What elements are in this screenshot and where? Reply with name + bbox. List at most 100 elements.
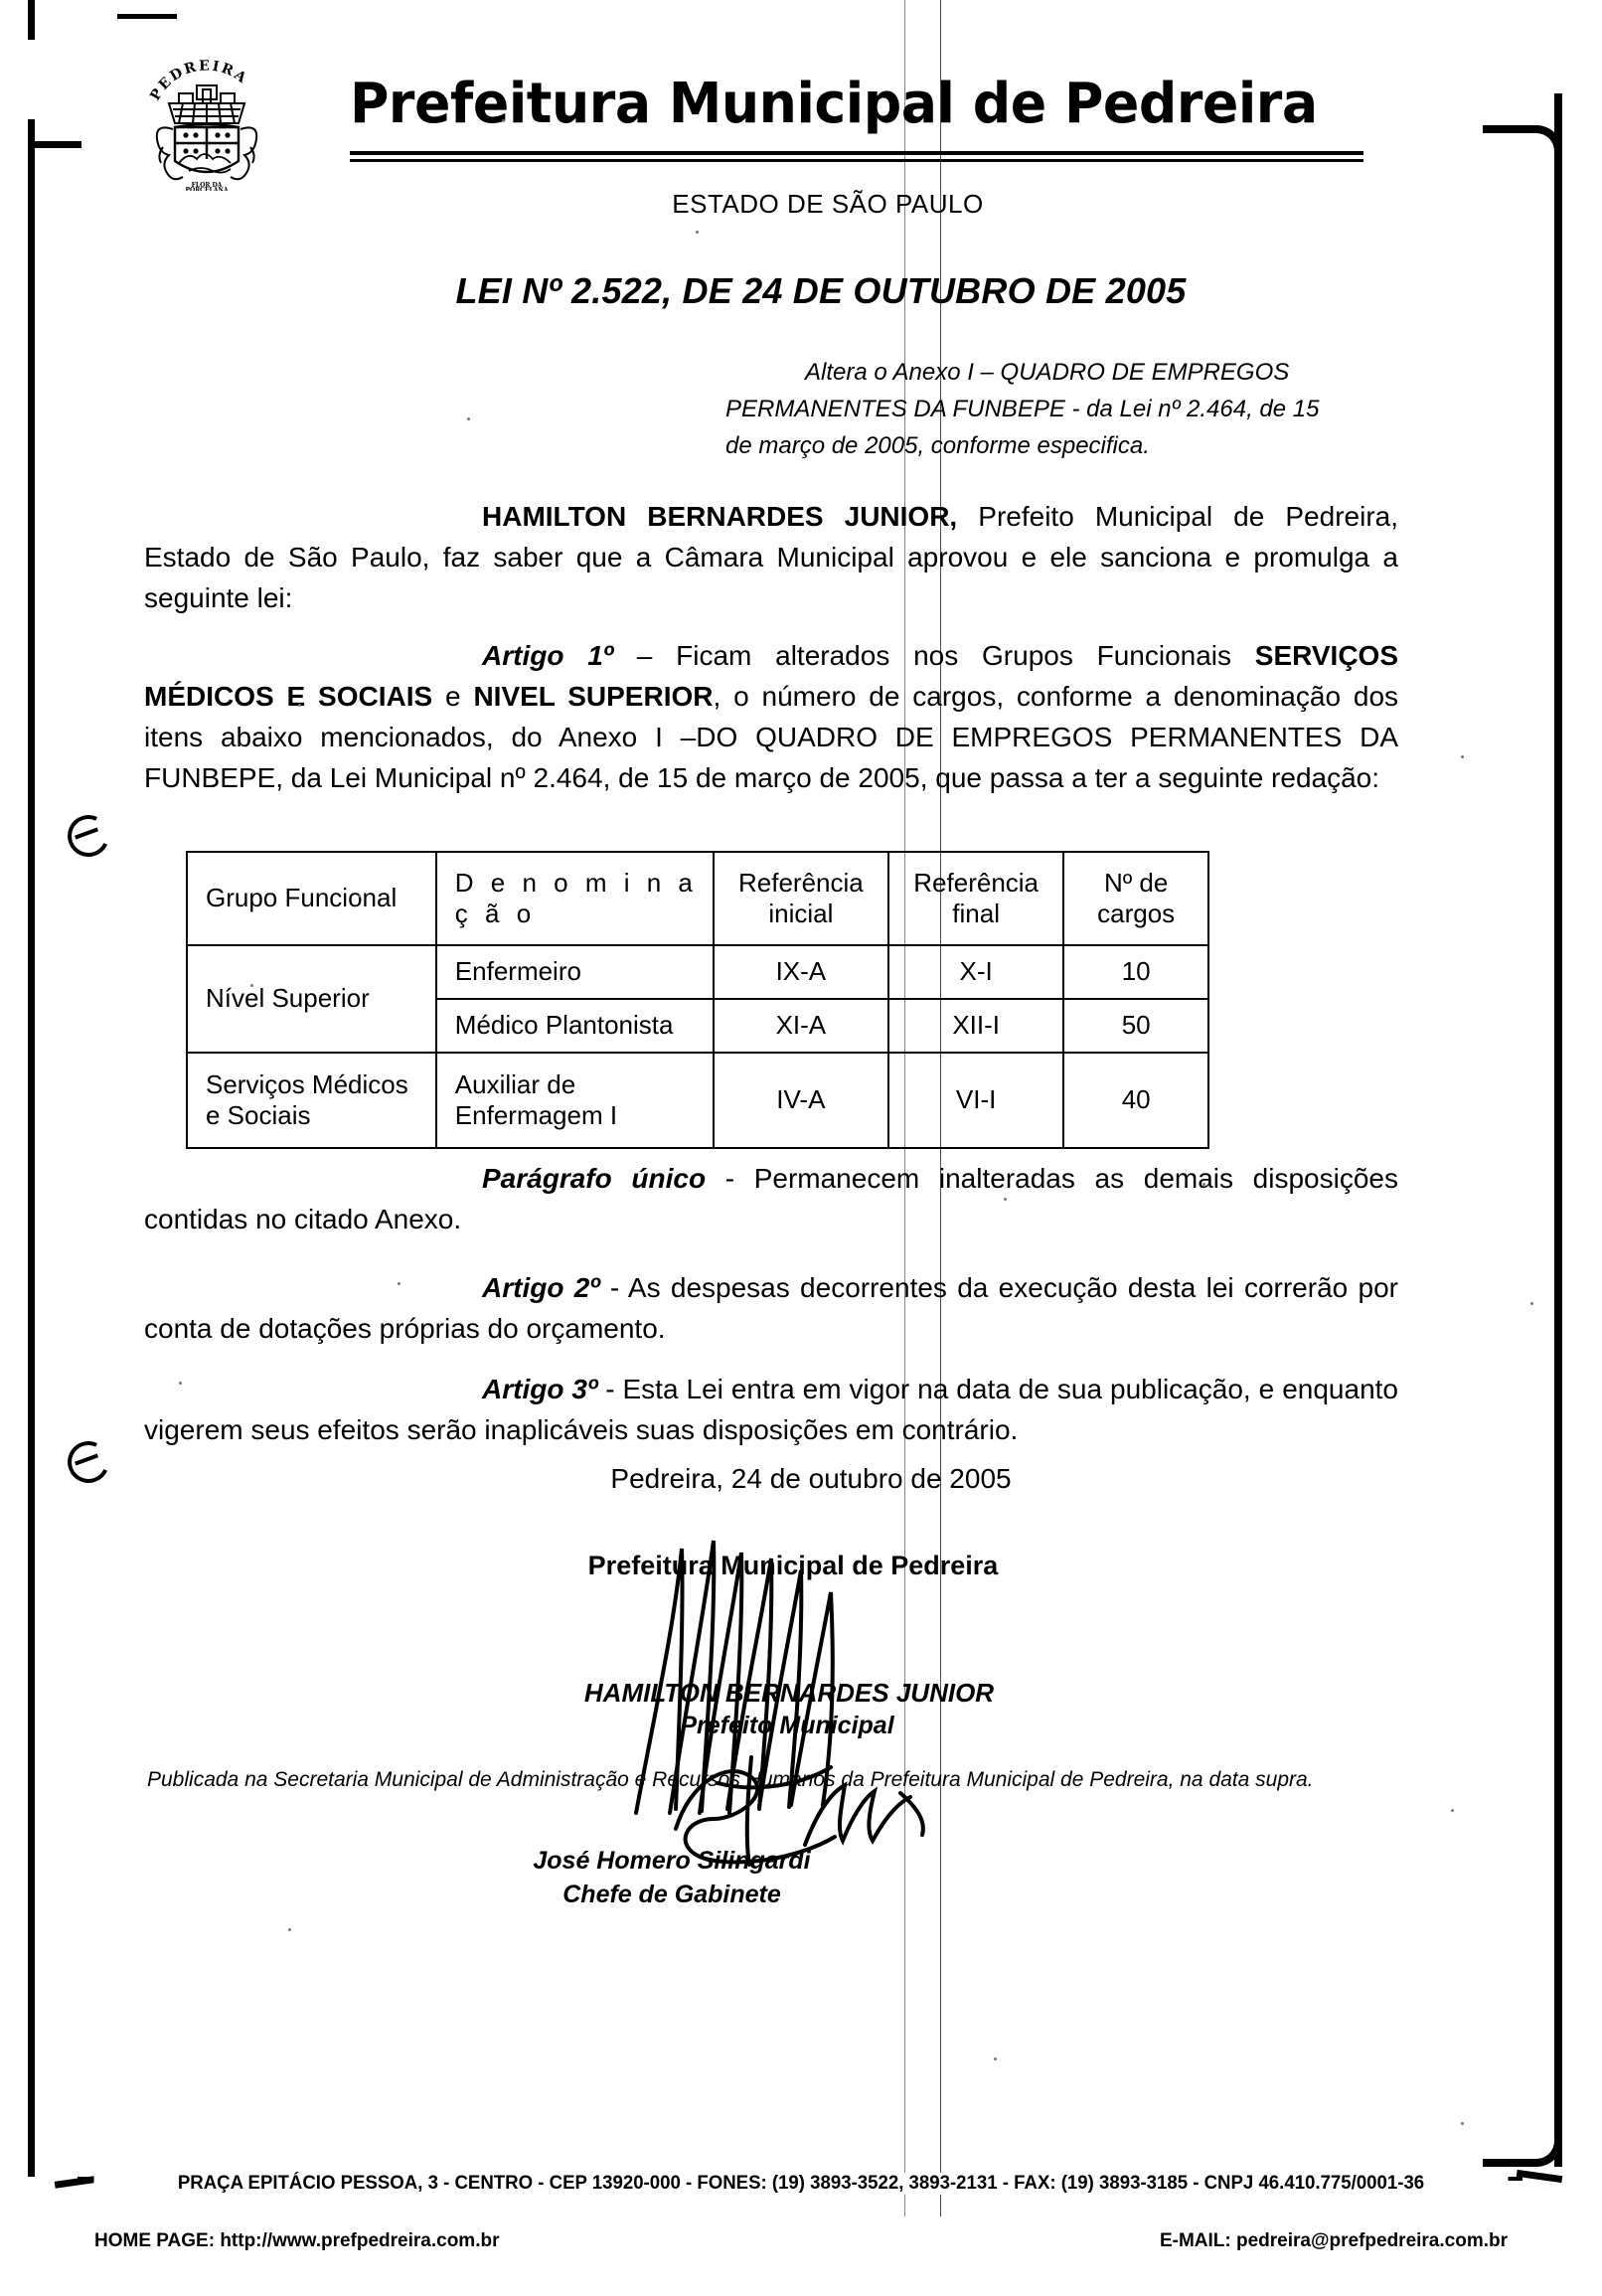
cell-ref-final-auxiliar: VI-I	[887, 1052, 1065, 1149]
article-2-paragraph: Artigo 2º - As despesas decorrentes da e…	[144, 1268, 1398, 1350]
cell-denominacao-enfermeiro: Enfermeiro	[434, 944, 715, 1000]
scan-speck	[1461, 755, 1464, 758]
table-header-row: Grupo Funcional D e n o m i n a ç ã o Re…	[186, 851, 1209, 946]
cell-grupo-nivel-superior: Nível Superior	[186, 944, 437, 1054]
table-row: Médico Plantonista XI-A XII-I 50	[187, 998, 1209, 1054]
scan-speck	[1004, 1198, 1007, 1201]
frame-left-top	[28, 0, 35, 40]
ementa-line-2: PERMANENTES DA FUNBEPE - da Lei nº 2.464…	[725, 396, 1320, 423]
cell-ref-inicial-enfermeiro: IX-A	[712, 944, 890, 1000]
cell-ref-final-enfermeiro: X-I	[887, 944, 1065, 1000]
scan-speck	[1451, 1809, 1454, 1812]
article-1-paragraph: Artigo 1º – Ficam alterados nos Grupos F…	[144, 636, 1398, 799]
article-1-segment-3: , o número de cargos, conforme a denomin…	[144, 680, 1399, 793]
cell-ref-inicial-medico-plantonista: XI-A	[712, 998, 890, 1054]
page-title: Prefeitura Municipal de Pedreira	[350, 72, 1318, 136]
ementa-line-1: Altera o Anexo I – QUADRO DE EMPREGOS	[805, 359, 1290, 386]
th-grupo-funcional: Grupo Funcional	[186, 851, 437, 946]
scan-speck	[1202, 1183, 1205, 1186]
preamble-mayor-name: HAMILTON BERNARDES JUNIOR,	[482, 501, 958, 532]
ementa-block: Altera o Anexo I – QUADRO DE EMPREGOS PE…	[725, 354, 1362, 465]
law-title: LEI Nº 2.522, DE 24 DE OUTUBRO DE 2005	[455, 270, 1187, 311]
scan-speck	[502, 119, 505, 122]
cell-cargos-medico-plantonista: 50	[1062, 998, 1209, 1054]
cell-denominacao-aux-l2: Enfermagem I	[454, 1100, 618, 1130]
chief-of-staff-role: Chefe de Gabinete	[562, 1881, 781, 1908]
signature-date: Pedreira, 24 de outubro de 2005	[610, 1463, 1012, 1494]
preamble-paragraph: HAMILTON BERNARDES JUNIOR, Prefeito Muni…	[144, 497, 1398, 619]
scan-speck	[398, 1282, 400, 1285]
cell-cargos-enfermeiro: 10	[1062, 944, 1209, 1000]
svg-text:PORCELANA: PORCELANA	[185, 187, 228, 191]
scan-speck	[250, 984, 253, 987]
article-3-paragraph: Artigo 3º - Esta Lei entra em vigor na d…	[144, 1370, 1398, 1451]
table-head: Grupo Funcional D e n o m i n a ç ã o Re…	[186, 851, 1209, 946]
frame-left-tick	[30, 141, 81, 148]
mayor-name: HAMILTON BERNARDES JUNIOR	[583, 1678, 995, 1708]
th-ref-inicial-l2: inicial	[768, 899, 834, 928]
footer-homepage: HOME PAGE: http://www.prefpedreira.com.b…	[94, 2230, 500, 2251]
frame-bottom-right-tick	[1516, 2169, 1563, 2184]
table-row: Nível Superior Enfermeiro IX-A X-I 10	[186, 944, 1209, 1054]
cell-ref-inicial-auxiliar: IV-A	[712, 1052, 890, 1149]
frame-top-dash	[117, 14, 177, 19]
paragrafo-unico-paragraph: Parágrafo único - Permanecem inalteradas…	[144, 1159, 1398, 1240]
th-cargos-l1: Nº de	[1103, 867, 1169, 898]
th-ref-final-l1: Referência	[913, 867, 1040, 898]
scan-speck	[288, 1928, 291, 1931]
frame-right-edge	[1554, 139, 1562, 2167]
scan-speck	[358, 895, 361, 898]
cell-ref-final-medico-plantonista: XII-I	[887, 998, 1065, 1054]
cell-grupo-servicos-l1: Serviços Médicos	[206, 1068, 408, 1099]
cell-grupo-servicos-medicos: Serviços Médicos e Sociais	[186, 1052, 437, 1149]
svg-text:FLOR DA: FLOR DA	[192, 182, 223, 189]
title-underline	[350, 151, 1363, 155]
quadro-table-wrapper: Grupo Funcional D e n o m i n a ç ã o Re…	[186, 851, 1209, 1149]
cell-grupo-servicos-l2: e Sociais	[206, 1100, 311, 1130]
th-ref-final-l2: final	[952, 899, 1000, 928]
footer-address: PRAÇA EPITÁCIO PESSOA, 3 - CENTRO - CEP …	[93, 2173, 1509, 2195]
frame-corner-top-right	[1483, 125, 1562, 161]
coat-of-arms-icon: PEDREIRA	[139, 52, 274, 194]
th-referencia-final: Referência final	[887, 851, 1065, 946]
mayor-role: Prefeito Municipal	[680, 1712, 894, 1739]
article-3-text: - Esta Lei entra em vigor na data de sua…	[144, 1374, 1398, 1445]
scan-speck	[1530, 1302, 1533, 1305]
paragrafo-unico-text: - Permanecem inalteradas as demais dispo…	[144, 1163, 1398, 1234]
scan-speck	[1461, 2122, 1464, 2125]
publication-note: Publicada na Secretaria Municipal de Adm…	[147, 1768, 1314, 1791]
article-3-label: Artigo 3º	[482, 1374, 598, 1404]
ementa-line-3: de março de 2005, conforme especifica.	[725, 432, 1150, 460]
scan-speck	[467, 417, 470, 420]
quadro-empregos-table: Grupo Funcional D e n o m i n a ç ã o Re…	[186, 851, 1209, 1149]
article-1-bold-group-2: NIVEL SUPERIOR	[473, 680, 714, 712]
chief-of-staff-name: José Homero Silingardi	[533, 1847, 811, 1875]
th-ref-inicial-l1: Referência	[738, 867, 864, 898]
article-1-segment-1: – Ficam alterados nos Grupos Funcionais	[613, 640, 1255, 671]
article-2-label: Artigo 2º	[482, 1272, 600, 1303]
cell-cargos-auxiliar: 40	[1062, 1052, 1209, 1149]
state-subtitle: ESTADO DE SÃO PAULO	[672, 189, 984, 219]
footer-email: E-MAIL: pedreira@prefpedreira.com.br	[1159, 2230, 1508, 2251]
title-underline-2	[350, 159, 1363, 162]
cell-denominacao-auxiliar-enfermagem: Auxiliar de Enfermagem I	[434, 1052, 715, 1149]
scan-speck	[994, 2057, 997, 2060]
table-body: Nível Superior Enfermeiro IX-A X-I 10 Mé…	[186, 944, 1209, 1149]
th-denominacao: D e n o m i n a ç ã o	[434, 851, 715, 946]
paragrafo-unico-label: Parágrafo único	[482, 1163, 707, 1194]
frame-corner-bottom-right	[1483, 2131, 1562, 2167]
preamble-text: Prefeito Municipal de Pedreira, Estado d…	[144, 501, 1398, 613]
th-referencia-inicial: Referência inicial	[712, 851, 890, 946]
footer-contacts: HOME PAGE: http://www.prefpedreira.com.b…	[94, 2230, 1508, 2252]
article-1-label: Artigo 1º	[482, 640, 614, 671]
scan-speck	[179, 1382, 182, 1385]
th-numero-cargos: Nº de cargos	[1062, 851, 1209, 946]
th-cargos-l2: cargos	[1097, 899, 1176, 928]
scan-speck	[298, 704, 301, 707]
signature-organization: Prefeitura Municipal de Pedreira	[587, 1551, 999, 1580]
article-2-text: - As despesas decorrentes da execução de…	[144, 1272, 1398, 1344]
frame-left-edge	[28, 119, 35, 2177]
table-row: Serviços Médicos e Sociais Auxiliar de E…	[186, 1052, 1209, 1149]
binding-hole-icon	[62, 809, 115, 863]
